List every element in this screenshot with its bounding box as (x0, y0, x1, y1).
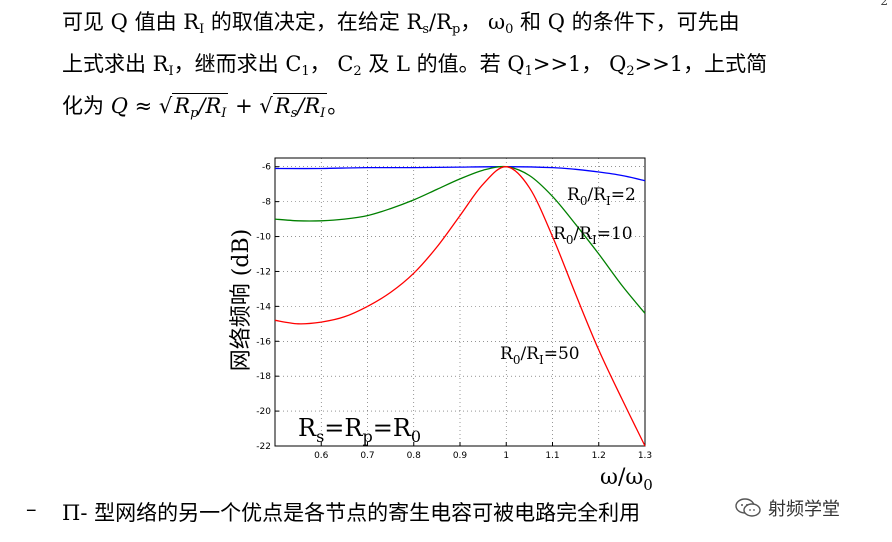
watermark-text: 射频学堂 (768, 499, 840, 520)
paragraph-line-1: 可见 Q 值由 RI 的取值决定，在给定 Rs/Rp， ω0 和 Q 的条件下，… (62, 10, 740, 37)
y-tick-label: -12 (256, 267, 271, 277)
y-tick-label: -16 (256, 337, 271, 347)
wechat-icon (735, 498, 761, 517)
y-tick-label: -6 (262, 163, 271, 173)
y-tick-label: -22 (256, 442, 271, 452)
paragraph-line-3-formula: 化为 Q ≈ √Rp/RI + √Rs/RI。 (62, 92, 348, 128)
chart-annotation-rs-rp-r0: Rs=Rp=R0 (298, 414, 421, 446)
x-tick-label: 1.1 (545, 451, 559, 461)
watermark: 射频学堂 (734, 495, 840, 521)
bullet-dash: – (26, 497, 37, 521)
bullet-text: Π- 型网络的另一个优点是各节点的寄生电容可被电路完全利用 (62, 501, 641, 525)
sqrt-term-2: √Rs/RI (259, 93, 328, 121)
y-tick-label: -18 (256, 372, 271, 382)
series-label-r0-ri-50: R0/RI=50 (500, 344, 580, 367)
series-label-r0-ri-10: R0/RI=10 (553, 224, 633, 247)
series-label-r0-ri-2: R0/RI=2 (567, 185, 636, 208)
chart-series (274, 165, 646, 447)
x-tick-label: 0.7 (360, 451, 374, 461)
series-line-1 (274, 165, 646, 314)
chart-ticks: 0.6 0.7 0.8 0.9 1 1.1 1.2 1.3 -6 -8 -10 -12 -14 -16 -1… (256, 163, 652, 461)
y-axis-label: 网络频响 (dB) (229, 229, 254, 371)
x-tick-label: 0.9 (453, 451, 468, 461)
y-tick-label: -20 (256, 407, 271, 417)
y-tick-label: -10 (256, 233, 271, 243)
sqrt-term-1: √Rp/RI (158, 93, 229, 121)
x-tick-label: 0.8 (407, 451, 422, 461)
x-axis-label: ω/ω0 (600, 465, 653, 494)
x-tick-label: 0.6 (314, 451, 329, 461)
paragraph-line-2: 上式求出 RI，继而求出 C1， C2 及 L 的值。若 Q1>>1， Q2>>… (62, 52, 768, 79)
y-tick-label: -8 (262, 198, 271, 208)
page-number: 2 (880, 0, 888, 8)
x-tick-label: 1 (503, 451, 509, 461)
x-tick-label: 1.3 (638, 451, 652, 461)
y-tick-label: -14 (256, 302, 271, 312)
series-line-2 (274, 166, 646, 447)
x-tick-label: 1.2 (592, 451, 606, 461)
